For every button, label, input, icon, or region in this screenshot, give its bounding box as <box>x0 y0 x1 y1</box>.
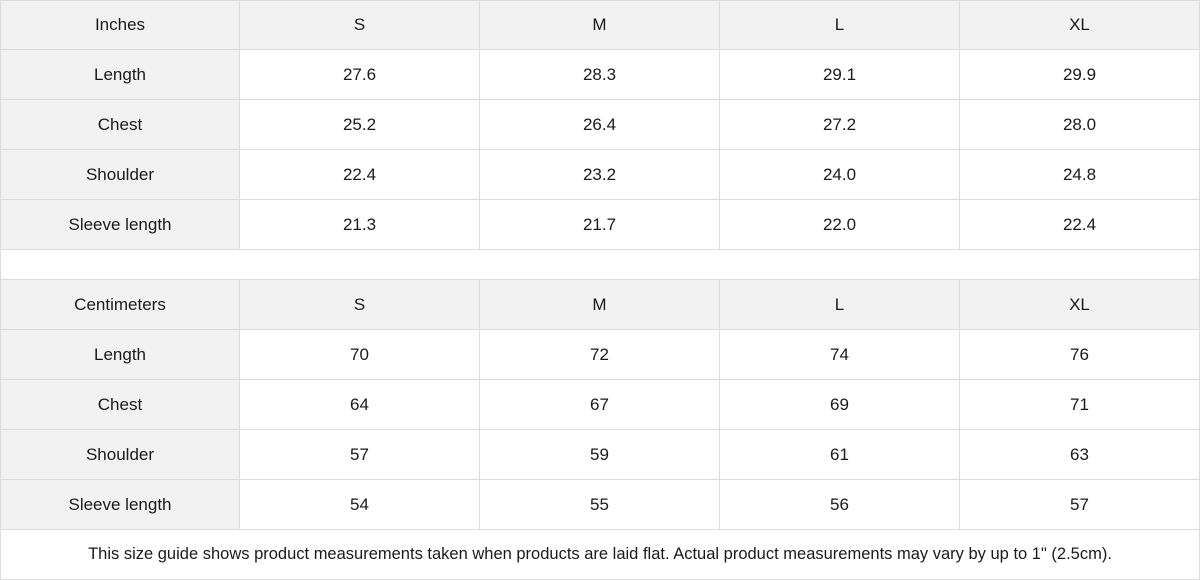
table-row: Chest 64 67 69 71 <box>0 380 1200 430</box>
centimeters-table: Centimeters S M L XL Length 70 72 74 76 Chest 64 67 6… <box>0 280 1200 530</box>
measurement-value: 57 <box>960 480 1200 530</box>
measurement-label: Shoulder <box>0 430 240 480</box>
table-row: Length 27.6 28.3 29.1 29.9 <box>0 50 1200 100</box>
table-row: Sleeve length 54 55 56 57 <box>0 480 1200 530</box>
measurement-value: 72 <box>480 330 720 380</box>
size-header: XL <box>960 280 1200 330</box>
measurement-value: 28.0 <box>960 100 1200 150</box>
measurement-value: 54 <box>240 480 480 530</box>
measurement-value: 25.2 <box>240 100 480 150</box>
measurement-value: 71 <box>960 380 1200 430</box>
table-row: Shoulder 22.4 23.2 24.0 24.8 <box>0 150 1200 200</box>
measurement-value: 21.3 <box>240 200 480 250</box>
measurement-value: 64 <box>240 380 480 430</box>
measurement-value: 61 <box>720 430 960 480</box>
measurement-value: 59 <box>480 430 720 480</box>
measurement-value: 76 <box>960 330 1200 380</box>
size-guide-note: This size guide shows product measuremen… <box>0 530 1200 580</box>
measurement-value: 23.2 <box>480 150 720 200</box>
size-header: M <box>480 0 720 50</box>
measurement-value: 27.2 <box>720 100 960 150</box>
size-header: S <box>240 280 480 330</box>
measurement-value: 28.3 <box>480 50 720 100</box>
measurement-label: Sleeve length <box>0 480 240 530</box>
measurement-value: 26.4 <box>480 100 720 150</box>
size-header: M <box>480 280 720 330</box>
size-header: XL <box>960 0 1200 50</box>
size-header: S <box>240 0 480 50</box>
measurement-value: 21.7 <box>480 200 720 250</box>
measurement-value: 69 <box>720 380 960 430</box>
table-row: Shoulder 57 59 61 63 <box>0 430 1200 480</box>
measurement-label: Length <box>0 50 240 100</box>
unit-header: Inches <box>0 0 240 50</box>
measurement-label: Length <box>0 330 240 380</box>
inches-table: Inches S M L XL Length 27.6 28.3 29.1 29.9 Chest 25… <box>0 0 1200 250</box>
measurement-label: Shoulder <box>0 150 240 200</box>
measurement-value: 27.6 <box>240 50 480 100</box>
table-spacer <box>0 250 1200 280</box>
measurement-value: 29.1 <box>720 50 960 100</box>
measurement-label: Chest <box>0 100 240 150</box>
table-header-row: Centimeters S M L XL <box>0 280 1200 330</box>
measurement-value: 24.0 <box>720 150 960 200</box>
measurement-label: Chest <box>0 380 240 430</box>
measurement-value: 22.4 <box>960 200 1200 250</box>
size-header: L <box>720 280 960 330</box>
measurement-value: 63 <box>960 430 1200 480</box>
table-row: Chest 25.2 26.4 27.2 28.0 <box>0 100 1200 150</box>
measurement-value: 56 <box>720 480 960 530</box>
measurement-value: 74 <box>720 330 960 380</box>
measurement-value: 29.9 <box>960 50 1200 100</box>
unit-header: Centimeters <box>0 280 240 330</box>
measurement-value: 57 <box>240 430 480 480</box>
measurement-value: 24.8 <box>960 150 1200 200</box>
measurement-value: 55 <box>480 480 720 530</box>
table-row: Length 70 72 74 76 <box>0 330 1200 380</box>
table-header-row: Inches S M L XL <box>0 0 1200 50</box>
measurement-value: 70 <box>240 330 480 380</box>
measurement-label: Sleeve length <box>0 200 240 250</box>
measurement-value: 22.0 <box>720 200 960 250</box>
measurement-value: 22.4 <box>240 150 480 200</box>
measurement-value: 67 <box>480 380 720 430</box>
table-row: Sleeve length 21.3 21.7 22.0 22.4 <box>0 200 1200 250</box>
size-header: L <box>720 0 960 50</box>
